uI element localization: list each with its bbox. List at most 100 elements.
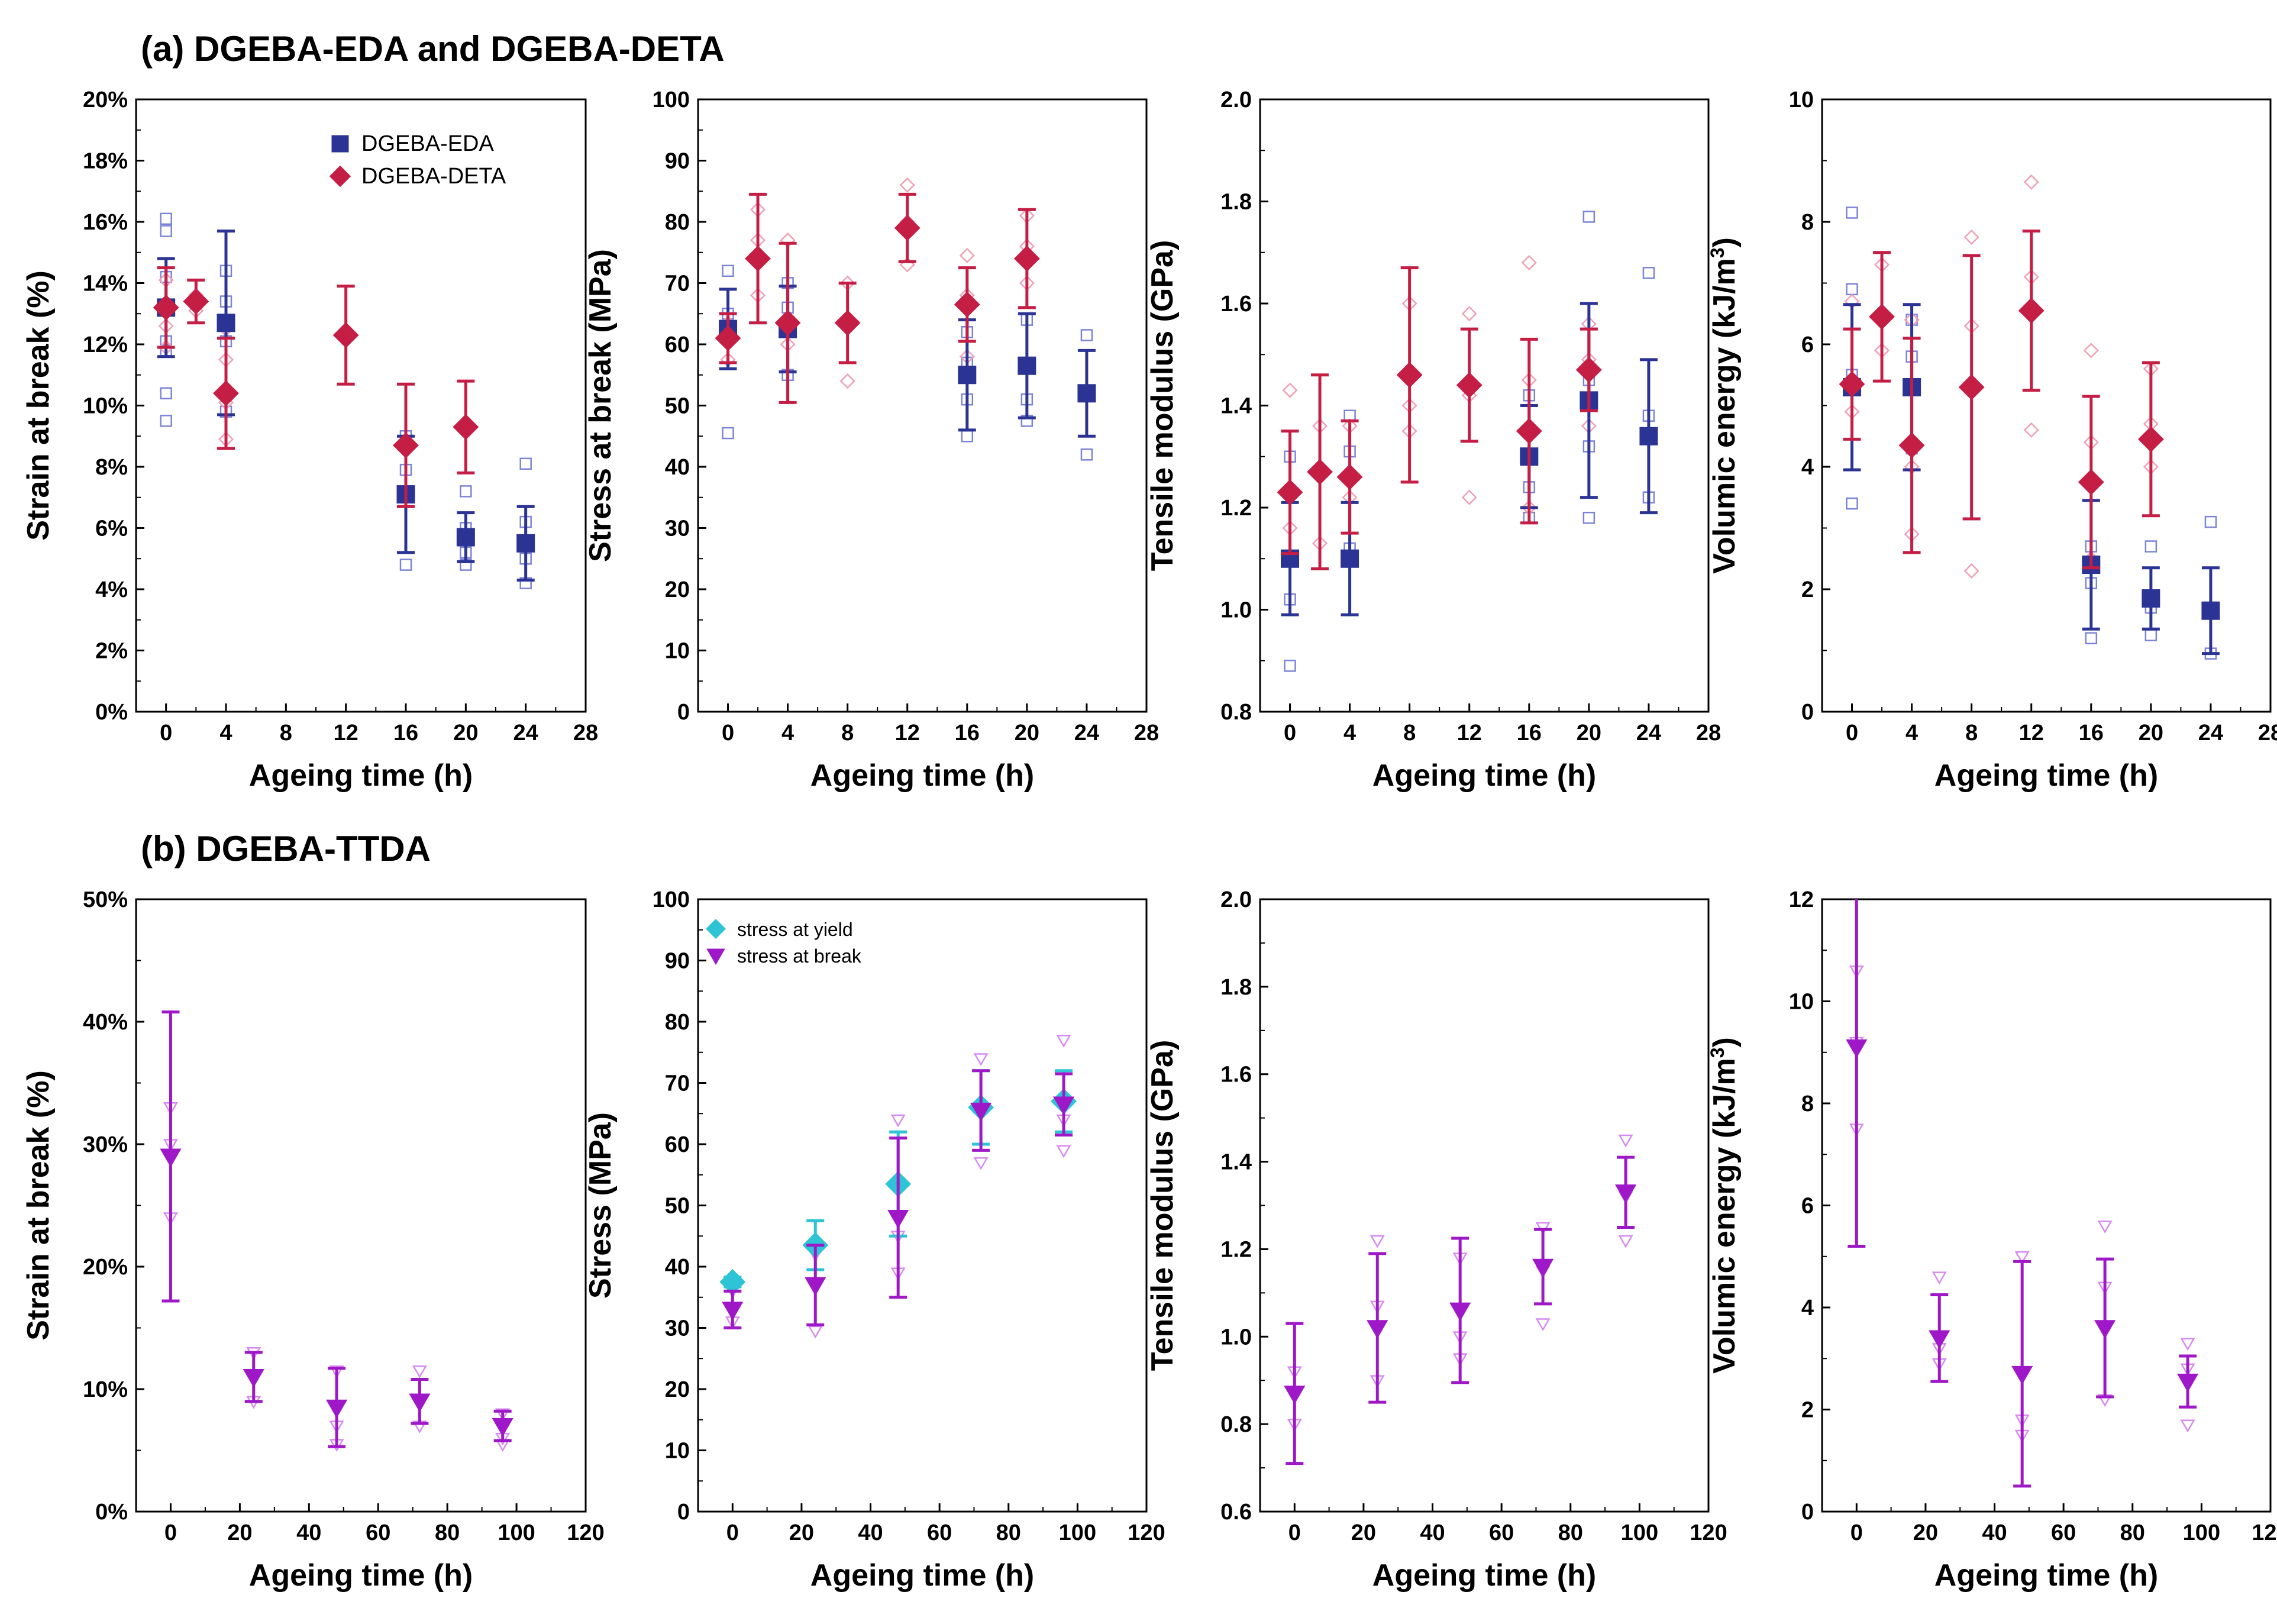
y-axis-title: Strain at break (%) bbox=[21, 1070, 56, 1341]
x-tick-label: 100 bbox=[2183, 1520, 2220, 1545]
data-point-ttda bbox=[805, 1277, 826, 1296]
data-point-deta bbox=[745, 246, 771, 272]
data-point-ttda bbox=[1449, 1302, 1471, 1322]
raw-point-eda bbox=[1642, 267, 1655, 279]
legend: stress at yield stress at break bbox=[706, 919, 862, 967]
section-a-title: (a) DGEBA-EDA and DGEBA-DETA bbox=[141, 29, 725, 69]
data-point-deta bbox=[393, 432, 419, 459]
y-tick-label: 1.0 bbox=[1220, 1325, 1252, 1349]
x-tick-label: 0 bbox=[164, 1520, 177, 1545]
y-tick-label: 1.2 bbox=[1220, 496, 1252, 521]
x-tick-label: 40 bbox=[1420, 1520, 1445, 1545]
x-tick-label: 120 bbox=[1690, 1520, 1727, 1545]
raw-point-eda bbox=[519, 457, 532, 470]
data-point-deta bbox=[1013, 246, 1040, 272]
y-tick-label: 80 bbox=[665, 210, 690, 235]
x-tick-label: 120 bbox=[567, 1520, 604, 1545]
plot-frame bbox=[135, 98, 587, 713]
data-point-ttda bbox=[243, 1369, 264, 1388]
x-tick-label: 80 bbox=[1558, 1520, 1583, 1545]
y-tick-label: 1.6 bbox=[1220, 292, 1252, 317]
raw-point-eda bbox=[160, 387, 172, 400]
data-point-deta bbox=[1336, 464, 1363, 490]
y-tick-label: 1.2 bbox=[1220, 1237, 1252, 1262]
data-point-eda bbox=[1341, 549, 1359, 568]
x-tick-label: 0 bbox=[1284, 721, 1296, 745]
y-tick-label: 0 bbox=[677, 1500, 690, 1525]
raw-point-deta bbox=[839, 373, 855, 389]
data-layer bbox=[153, 212, 535, 589]
data-point-eda bbox=[958, 366, 977, 385]
x-tick-label: 0 bbox=[722, 721, 734, 745]
x-tick-label: 16 bbox=[393, 721, 418, 745]
data-layer bbox=[715, 177, 1096, 461]
raw-point-deta bbox=[2083, 343, 2099, 359]
plot-frame bbox=[697, 898, 1148, 1513]
data-point-ttda bbox=[1052, 1096, 1075, 1115]
data-point-deta bbox=[1958, 374, 1985, 401]
raw-point-ttda bbox=[1618, 1235, 1633, 1248]
raw-point-ttda bbox=[890, 1114, 906, 1128]
x-tick-label: 16 bbox=[2079, 721, 2104, 745]
legend-label-ttda: stress at break bbox=[737, 945, 862, 967]
series-eda bbox=[157, 230, 535, 582]
raw-point-eda bbox=[160, 225, 172, 237]
y-axis-title: Volumic energy (kJ/m3) bbox=[1707, 237, 1742, 574]
y-tick-label: 6 bbox=[1801, 1194, 1814, 1219]
y-tick-label: 8% bbox=[95, 455, 128, 480]
panel-b1-strain-at-break: 0 20 40 60 80 100 120 0% 10% 20% 30% 40% 50% Ageing t… bbox=[21, 887, 605, 1593]
raw-point-eda bbox=[399, 558, 412, 571]
y-tick-label: 20 bbox=[665, 1377, 690, 1402]
plot-frame bbox=[135, 898, 587, 1513]
data-point-deta bbox=[213, 380, 239, 406]
x-axis-title: Ageing time (h) bbox=[1934, 1558, 2158, 1593]
raw-point-deta bbox=[1282, 382, 1298, 398]
x-tick-label: 60 bbox=[2051, 1520, 2076, 1545]
y-tick-label: 0% bbox=[95, 1500, 128, 1525]
data-point-eda bbox=[2201, 601, 2220, 620]
data-point-ttda bbox=[2176, 1373, 2199, 1393]
series-deta bbox=[715, 192, 1040, 404]
x-tick-label: 24 bbox=[513, 721, 538, 745]
data-layer bbox=[1284, 1134, 1637, 1465]
x-tick-label: 4 bbox=[1905, 721, 1918, 745]
x-tick-label: 4 bbox=[1343, 721, 1356, 745]
x-tick-label: 120 bbox=[1128, 1520, 1165, 1545]
raw-point-eda bbox=[1582, 211, 1595, 223]
x-tick-label: 60 bbox=[1489, 1520, 1514, 1545]
data-point-deta bbox=[1839, 371, 1865, 398]
raw-point-deta bbox=[1963, 563, 1979, 579]
data-point-ttda bbox=[2094, 1320, 2116, 1339]
raw-point-ttda bbox=[2014, 1251, 2030, 1264]
y-tick-label: 2 bbox=[1801, 1398, 1814, 1423]
legend-label-yield: stress at yield bbox=[737, 919, 853, 940]
y-tick-label: 14% bbox=[83, 272, 128, 296]
y-tick-label: 90 bbox=[665, 149, 690, 174]
y-tick-label: 30 bbox=[665, 1316, 690, 1341]
x-tick-label: 16 bbox=[1517, 721, 1542, 745]
raw-point-ttda bbox=[973, 1053, 989, 1066]
y-tick-label: 30 bbox=[665, 516, 690, 541]
legend-label-deta: DGEBA-DETA bbox=[361, 164, 506, 189]
raw-point-eda bbox=[1080, 448, 1093, 461]
raw-point-eda bbox=[2204, 515, 2217, 528]
y-tick-label: 2 bbox=[1801, 577, 1814, 602]
data-point-ttda bbox=[1532, 1258, 1554, 1278]
data-point-eda bbox=[217, 314, 235, 332]
plot-frame bbox=[1821, 98, 2272, 713]
raw-point-eda bbox=[1080, 329, 1093, 341]
data-point-deta bbox=[453, 414, 479, 440]
data-layer bbox=[160, 1010, 513, 1452]
x-tick-label: 24 bbox=[1074, 721, 1099, 745]
legend-label-eda: DGEBA-EDA bbox=[361, 131, 494, 156]
raw-point-deta bbox=[2023, 174, 2039, 190]
series-deta bbox=[1277, 266, 1602, 570]
panel-b3-tensile-modulus: 0 20 40 60 80 100 120 0.6 0.8 1.0 1.2 1.4 1.6 1.8 2.0 A… bbox=[1145, 887, 1727, 1593]
raw-point-ttda bbox=[495, 1408, 511, 1422]
data-point-deta bbox=[1516, 418, 1542, 444]
legend-swatch-deta bbox=[329, 165, 351, 188]
y-tick-label: 40% bbox=[83, 1010, 128, 1035]
y-tick-label: 10 bbox=[1789, 990, 1814, 1015]
y-tick-label: 0% bbox=[95, 700, 128, 725]
